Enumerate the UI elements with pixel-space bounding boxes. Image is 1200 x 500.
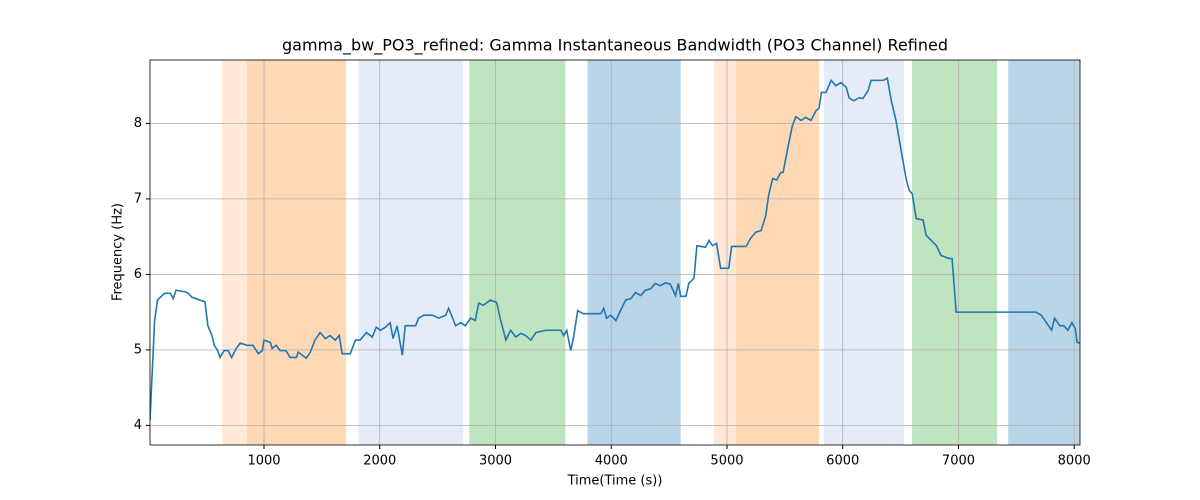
x-tick-label: 5000 — [710, 454, 743, 469]
shaded-span — [912, 60, 998, 445]
shaded-span — [246, 60, 347, 445]
x-tick-label: 6000 — [826, 454, 859, 469]
shaded-span — [735, 60, 819, 445]
shaded-span — [823, 60, 905, 445]
y-tick-label: 4 — [134, 418, 142, 433]
y-tick-label: 8 — [134, 116, 142, 131]
y-tick-label: 6 — [134, 267, 142, 282]
chart-title: gamma_bw_PO3_refined: Gamma Instantaneou… — [282, 36, 948, 56]
x-tick-label: 3000 — [479, 454, 512, 469]
y-axis-label: Frequency (Hz) — [111, 203, 126, 301]
shaded-span — [1008, 60, 1080, 445]
x-axis-label: Time(Time (s)) — [567, 474, 663, 489]
shaded-span — [358, 60, 464, 445]
x-tick-label: 2000 — [363, 454, 396, 469]
shaded-span — [587, 60, 681, 445]
x-tick-label: 4000 — [595, 454, 628, 469]
shaded-span — [713, 60, 736, 445]
x-tick-label: 7000 — [942, 454, 975, 469]
y-tick-label: 7 — [134, 191, 142, 206]
shaded-span — [221, 60, 247, 445]
x-tick-label: 1000 — [247, 454, 280, 469]
shaded-span — [469, 60, 566, 445]
x-tick-label: 8000 — [1058, 454, 1091, 469]
y-tick-label: 5 — [134, 342, 142, 357]
plot-frame — [149, 59, 1081, 446]
data-line — [150, 76, 1080, 421]
